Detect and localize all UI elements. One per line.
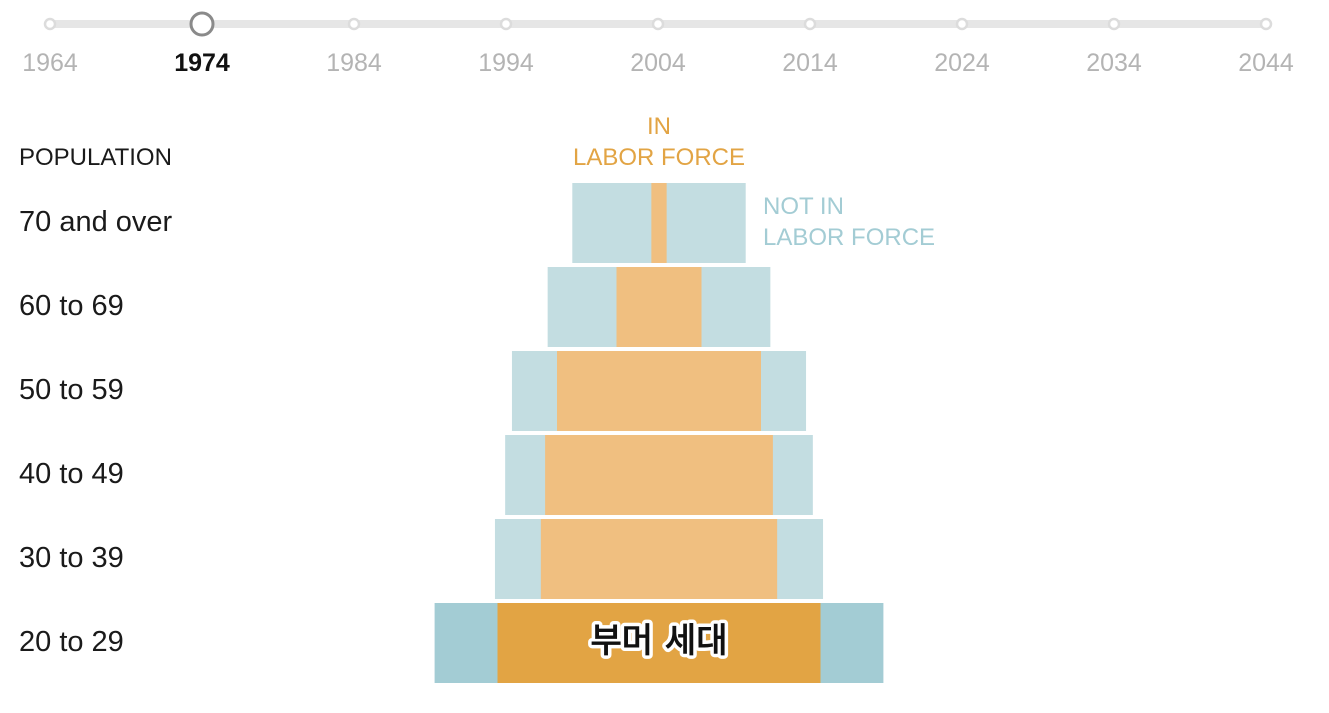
legend-in-labor-force-line2: LABOR FORCE	[573, 144, 745, 171]
row-label-30-to-39: 30 to 39	[19, 542, 124, 574]
year-label-1994[interactable]: 1994	[478, 49, 534, 77]
bar-in-labor-force-30-to-39	[540, 519, 778, 599]
year-label-2044[interactable]: 2044	[1238, 49, 1294, 77]
bar-in-labor-force-50-to-59	[557, 351, 761, 431]
year-label-2024[interactable]: 2024	[934, 49, 990, 77]
year-label-1984[interactable]: 1984	[326, 49, 382, 77]
year-label-1964[interactable]: 1964	[22, 49, 78, 77]
bar-in-labor-force-70-and-over	[651, 183, 667, 263]
timeline-stop-1994[interactable]	[499, 17, 513, 31]
timeline-stop-2034[interactable]	[1107, 17, 1121, 31]
bar-in-labor-force-20-to-29	[497, 603, 821, 683]
bar-in-labor-force-60-to-69	[616, 267, 702, 347]
timeline-stop-2014[interactable]	[803, 17, 817, 31]
population-header: POPULATION	[19, 144, 172, 171]
year-label-2014[interactable]: 2014	[782, 49, 838, 77]
row-label-50-to-59: 50 to 59	[19, 374, 124, 406]
legend-in-labor-force-line1: IN	[647, 113, 671, 140]
boomer-generation-label: 부머 세대	[591, 621, 728, 661]
row-label-40-to-49: 40 to 49	[19, 458, 124, 490]
row-label-60-to-69: 60 to 69	[19, 290, 124, 322]
age-group-labels: 70 and over 60 to 69 50 to 59 40 to 49 30 to…	[19, 206, 173, 658]
timeline-handle[interactable]	[189, 11, 215, 37]
row-label-20-to-29: 20 to 29	[19, 626, 124, 658]
timeline-stop-2004[interactable]	[651, 17, 665, 31]
year-label-2034[interactable]: 2034	[1086, 49, 1142, 77]
timeline-stop-1964[interactable]	[43, 17, 57, 31]
timeline-stop-2024[interactable]	[955, 17, 969, 31]
bar-in-labor-force-40-to-49	[545, 435, 773, 515]
row-label-70-and-over: 70 and over	[19, 206, 173, 238]
pyramid-bars	[434, 183, 884, 683]
year-label-2004[interactable]: 2004	[630, 49, 686, 77]
legend-not-in-labor-force-line1: NOT IN	[763, 193, 844, 220]
timeline-stop-1984[interactable]	[347, 17, 361, 31]
year-label-1974[interactable]: 1974	[174, 49, 230, 77]
legend-not-in-labor-force-line2: LABOR FORCE	[763, 224, 935, 251]
year-timeline[interactable]: 1964 1974 1984 1994 2004 2014 2024 2034 2044	[0, 0, 1329, 90]
timeline-stop-2044[interactable]	[1259, 17, 1273, 31]
